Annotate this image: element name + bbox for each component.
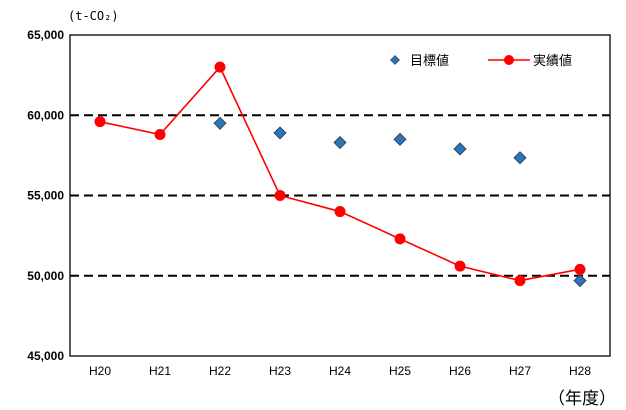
x-tick-label: H27 <box>509 364 531 378</box>
x-tick-label: H21 <box>149 364 171 378</box>
actual-point <box>574 263 586 275</box>
target-point <box>333 135 347 150</box>
x-tick-label: H28 <box>569 364 591 378</box>
target-point <box>273 126 287 140</box>
target-point <box>573 273 587 288</box>
legend: 目標値 実績値 <box>390 53 572 69</box>
actual-point <box>454 260 466 272</box>
series-line <box>99 65 581 282</box>
legend-actual-label: 実績値 <box>533 53 572 69</box>
actual-point <box>394 233 406 245</box>
legend-target-marker <box>390 55 400 65</box>
y-tick-label: 55,000 <box>27 189 64 203</box>
y-tick-label: 65,000 <box>27 28 64 42</box>
x-tick-label: H22 <box>209 364 231 378</box>
actual-point <box>274 190 286 201</box>
x-tick-label: H24 <box>329 364 351 378</box>
x-tick-label: H20 <box>89 364 111 378</box>
actual-point <box>214 61 226 73</box>
actual-point <box>514 275 526 287</box>
x-axis-label: （年度） <box>548 389 616 409</box>
y-tick-label: 60,000 <box>27 108 64 122</box>
legend-actual-marker <box>504 55 514 65</box>
y-unit-label: (t-CO₂) <box>68 9 119 23</box>
actual-point <box>334 206 346 218</box>
y-axis-ticks: 45,000 50,000 55,000 60,000 65,000 <box>27 28 64 363</box>
target-point <box>393 132 407 146</box>
actual-point <box>94 116 106 128</box>
y-tick-label: 45,000 <box>27 349 64 363</box>
x-axis-ticks: H20 H21 H22 H23 H24 H25 H26 H27 H28 <box>89 364 591 378</box>
target-point <box>213 116 227 130</box>
legend-target-label: 目標値 <box>410 53 449 69</box>
actual-point <box>154 129 166 141</box>
target-point <box>453 142 467 156</box>
plot-area-border <box>69 34 611 357</box>
x-tick-label: H23 <box>269 364 291 378</box>
y-tick-label: 50,000 <box>27 269 64 283</box>
x-tick-label: H26 <box>449 364 471 378</box>
series <box>94 61 587 288</box>
target-point <box>513 151 527 165</box>
x-tick-label: H25 <box>389 364 411 378</box>
